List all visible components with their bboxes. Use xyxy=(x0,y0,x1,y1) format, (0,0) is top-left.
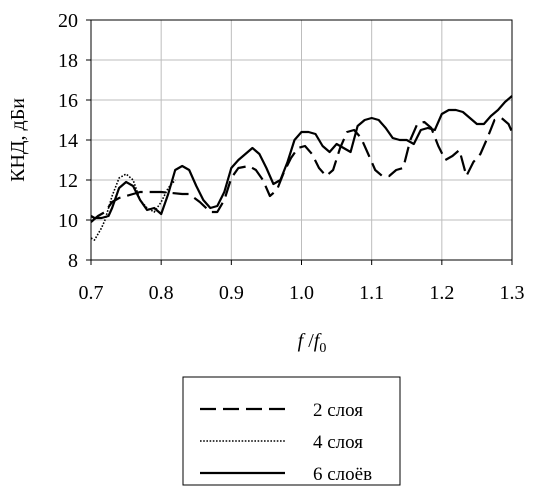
x-tick-label: 0.9 xyxy=(219,282,244,304)
series-line-1 xyxy=(90,116,514,223)
x-tick-label: 1.1 xyxy=(359,282,384,304)
legend-label-2: 4 слоя xyxy=(313,432,363,453)
y-tick-label: 16 xyxy=(58,90,78,112)
series-lines xyxy=(90,95,514,241)
x-tick-label: 1.2 xyxy=(429,282,454,304)
x-tick-label: 1.0 xyxy=(289,282,314,304)
legend-label-3: 6 слоёв xyxy=(313,464,372,485)
y-tick-label: 12 xyxy=(58,170,78,192)
series-line-2 xyxy=(90,173,176,241)
y-axis-title: КНД, дБи xyxy=(7,98,29,182)
x-tick-label: 0.7 xyxy=(79,282,104,304)
x-axis-title-subscript: 0 xyxy=(319,341,326,356)
y-tick-label: 8 xyxy=(68,250,78,272)
y-tick-label: 18 xyxy=(58,50,78,72)
x-axis-title-base: f xyxy=(298,330,306,352)
x-tick-label: 0.8 xyxy=(149,282,174,304)
legend-frame xyxy=(182,376,401,486)
x-axis-title-denominator: f xyxy=(314,330,322,352)
axes: 0.7 0.8 0.9 1.0 1.1 1.2 1.3 8 10 12 14 16 18 20 xyxy=(58,10,525,304)
grid xyxy=(91,20,512,260)
x-tick-label: 1.3 xyxy=(500,282,525,304)
x-axis-title: f /f0 xyxy=(298,330,327,356)
y-tick-label: 10 xyxy=(58,210,78,232)
series-line-3 xyxy=(90,95,513,220)
x-axis-title-separator: / xyxy=(303,330,314,352)
y-tick-label: 14 xyxy=(58,130,78,152)
legend-label-1: 2 слоя xyxy=(313,400,363,421)
y-tick-label: 20 xyxy=(58,10,78,32)
legend: 2 слоя 4 слоя 6 слоёв xyxy=(182,376,401,486)
